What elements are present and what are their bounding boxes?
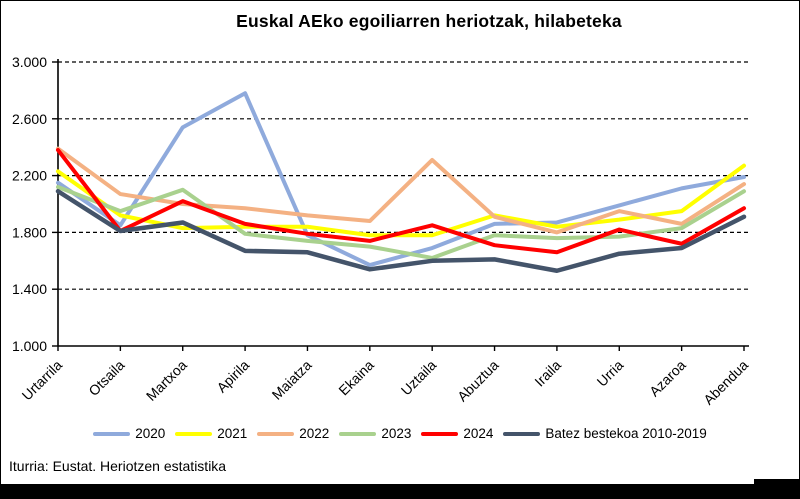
series-line-2020 <box>56 91 746 268</box>
chart-title: Euskal AEko egoiliarren heriotzak, hilab… <box>236 11 622 31</box>
series-line-2022 <box>56 146 746 235</box>
legend-label: 2022 <box>299 426 330 441</box>
source-caption: Iturria: Eustat. Heriotzen estatistika <box>9 458 227 474</box>
legend-label: Batez bestekoa 2010-2019 <box>545 426 707 441</box>
legend-swatch <box>339 431 377 436</box>
series-line-2024 <box>56 148 746 255</box>
legend-item-2021: 2021 <box>175 426 247 441</box>
series-line-2023 <box>56 184 746 260</box>
x-tick-label: Urtarrila <box>19 357 66 404</box>
legend-swatch <box>421 431 459 436</box>
legend-label: 2020 <box>135 426 166 441</box>
y-tick-label: 2.200 <box>12 168 47 184</box>
legend-item-2022: 2022 <box>257 426 329 441</box>
x-tick-label: Azaroa <box>646 357 689 400</box>
series-line-batez-bestekoa-2010-2019 <box>55 188 747 273</box>
legend-swatch <box>503 431 541 436</box>
legend-item-batez-bestekoa-2010-2019: Batez bestekoa 2010-2019 <box>503 426 707 441</box>
y-tick-label: 1.000 <box>12 338 47 354</box>
x-tick-label: Apirila <box>213 357 252 396</box>
x-tick-label: Urria <box>594 357 627 390</box>
y-tick-label: 1.400 <box>12 281 47 297</box>
legend-item-2020: 2020 <box>93 426 165 441</box>
bottom-black-bar <box>1 484 799 498</box>
x-tick-label: Ekaina <box>335 357 377 399</box>
legend-label: 2021 <box>217 426 248 441</box>
legend-label: 2023 <box>381 426 412 441</box>
x-tick-label: Martxoa <box>143 357 190 404</box>
legend-item-2024: 2024 <box>421 426 493 441</box>
x-tick-label: Uztaila <box>398 357 440 399</box>
line-chart: 3.000 2.600 2.200 1.800 1.400 1.000 Urtarrila O… <box>12 54 751 408</box>
x-tick-label: Abendua <box>700 357 751 408</box>
y-tick-label: 1.800 <box>12 224 47 240</box>
x-tick-label: Maiatza <box>269 357 315 403</box>
bottom-black-bar-notch <box>754 479 799 485</box>
y-tick-label: 3.000 <box>12 54 47 70</box>
legend-label: 2024 <box>463 426 494 441</box>
y-tick-label: 2.600 <box>12 111 47 127</box>
x-tick-label: Iraila <box>531 357 564 390</box>
legend-swatch <box>175 431 213 436</box>
x-tick-label: Otsaila <box>85 357 127 399</box>
legend-swatch <box>93 431 131 436</box>
x-tick-label: Abuztua <box>454 357 502 405</box>
legend-swatch <box>257 431 295 436</box>
chart-legend: 2020 2021 2022 2023 2024 Batez bestekoa 2010-… <box>1 426 799 441</box>
legend-item-2023: 2023 <box>339 426 411 441</box>
